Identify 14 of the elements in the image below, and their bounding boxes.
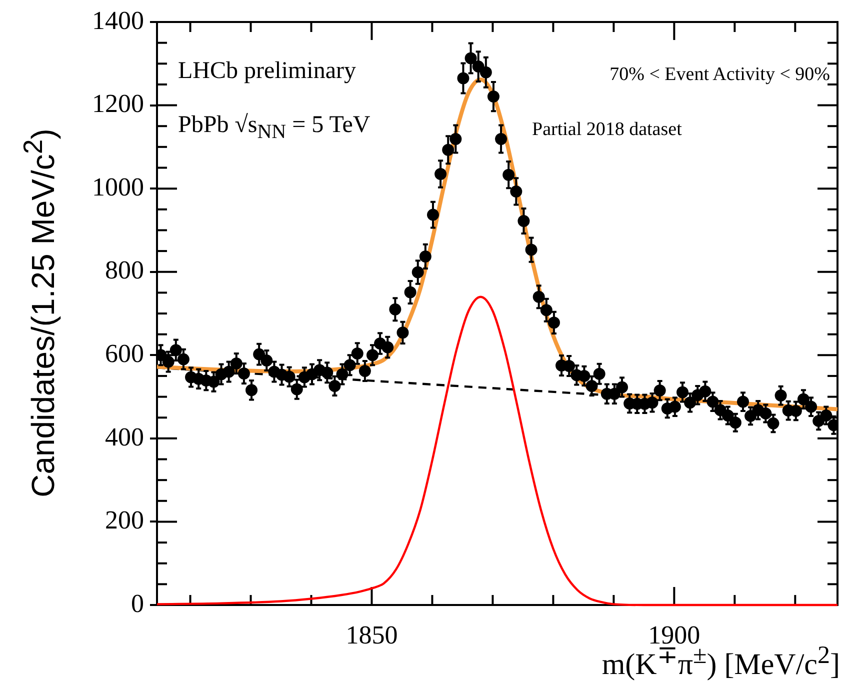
- annotation: LHCb preliminary: [178, 58, 356, 85]
- y-tick-label: 800: [105, 256, 144, 285]
- annotation: PbPb √s$_{NN}$ = 5 TeV: [178, 112, 370, 144]
- x-tick-label: 1850: [346, 620, 398, 650]
- annotation: Partial 2018 dataset: [532, 119, 682, 141]
- y-tick-label: 600: [105, 338, 144, 368]
- y-tick-label: 1400: [92, 6, 144, 35]
- y-tick-label: 0: [131, 588, 144, 618]
- annotation: 70% < Event Activity < 90%: [610, 64, 830, 86]
- line-series: [156, 296, 839, 606]
- y-tick-label: 1200: [92, 89, 144, 118]
- y-tick-label: 200: [105, 506, 144, 535]
- y-tick-label: 400: [105, 422, 144, 452]
- y-tick-label: 1000: [92, 172, 144, 202]
